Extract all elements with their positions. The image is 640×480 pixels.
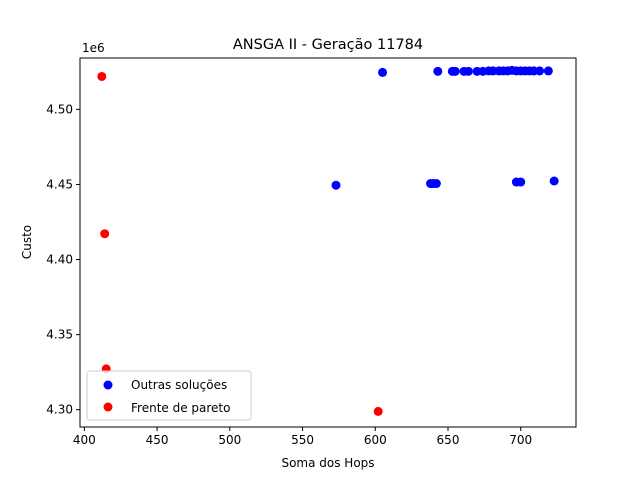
plot-frame	[79, 57, 577, 428]
legend-marker-pareto	[103, 402, 113, 412]
point-outras-solucoes	[433, 66, 443, 76]
y-axis-ticks: 4.30 4.35 4.40 4.45 4.50	[46, 102, 80, 417]
point-outras-solucoes	[331, 180, 341, 190]
x-tick-label: 650	[437, 433, 460, 447]
x-tick-label: 550	[291, 433, 314, 447]
point-outras-solucoes	[535, 66, 545, 76]
chart-title: ANSGA II - Geração 11784	[233, 37, 423, 53]
x-axis-label: Soma dos Hops	[281, 456, 374, 470]
point-outras-solucoes	[463, 66, 473, 76]
point-outras-solucoes	[543, 66, 553, 76]
y-tick-label: 4.40	[46, 253, 73, 267]
point-outras-solucoes	[516, 177, 526, 187]
y-tick-label: 4.45	[46, 177, 73, 191]
legend-marker-outras	[103, 380, 113, 390]
plot-marks	[97, 65, 559, 416]
point-outras-solucoes	[549, 176, 559, 186]
x-tick-label: 700	[509, 433, 532, 447]
point-outras-solucoes	[450, 66, 460, 76]
x-axis-ticks: 400 450 500 550 600 650 700	[73, 427, 532, 447]
legend-label-pareto: Frente de pareto	[131, 401, 230, 415]
point-frente-de-pareto	[97, 71, 107, 81]
legend: Outras soluções Frente de pareto	[86, 370, 252, 421]
point-outras-solucoes	[431, 179, 441, 189]
y-tick-label: 4.50	[46, 102, 73, 116]
x-tick-label: 450	[146, 433, 169, 447]
point-frente-de-pareto	[373, 406, 383, 416]
legend-label-outras: Outras soluções	[131, 378, 227, 392]
point-frente-de-pareto	[100, 229, 110, 239]
x-tick-label: 600	[364, 433, 387, 447]
x-tick-label: 400	[73, 433, 96, 447]
y-axis-offset-text: 1e6	[82, 41, 105, 55]
y-axis-label: Custo	[20, 225, 34, 259]
legend-box	[86, 370, 252, 421]
point-outras-solucoes	[378, 67, 388, 77]
x-tick-label: 500	[218, 433, 241, 447]
y-tick-label: 4.35	[46, 328, 73, 342]
y-tick-label: 4.30	[46, 403, 73, 417]
